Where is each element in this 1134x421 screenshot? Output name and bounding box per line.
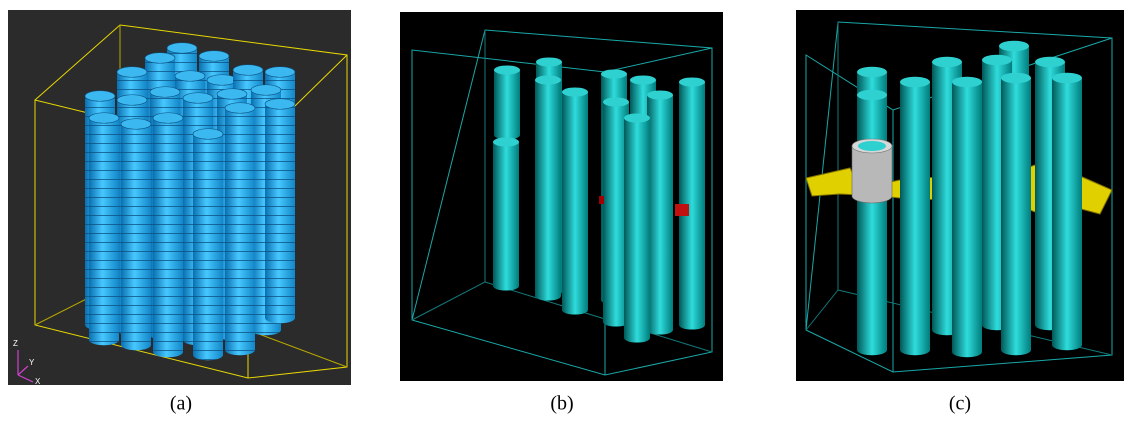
ring-hole (858, 141, 886, 151)
cylinder (494, 70, 520, 140)
figure: Z Y X (a) (b) (c) (0, 0, 1134, 421)
cylinder-top (251, 85, 281, 96)
axis-label: X (35, 377, 41, 386)
gray-ring (852, 146, 892, 203)
cylinder (535, 80, 561, 301)
cylinder-top (493, 137, 519, 146)
cylinder-top (601, 69, 627, 78)
cylinder-top (1035, 57, 1065, 68)
cylinder (952, 82, 982, 357)
cylinder-mesh (193, 134, 223, 360)
cylinder-top (265, 67, 295, 78)
cylinder-top (117, 95, 147, 106)
cylinder-top (603, 97, 629, 106)
caption: (a) (170, 393, 192, 415)
cylinder-mesh (225, 108, 255, 355)
cylinder-top (167, 43, 197, 54)
cylinder-top (857, 90, 887, 101)
cylinder (493, 142, 519, 291)
cylinder-top (233, 65, 263, 76)
cylinder-top (175, 71, 205, 82)
cylinder (624, 118, 650, 343)
cylinder-top (225, 103, 255, 114)
cylinder-mesh (121, 124, 151, 350)
cylinder (857, 95, 887, 355)
axis-label: Z (13, 339, 18, 348)
cylinder-top (900, 77, 930, 88)
cylinder-top (117, 67, 147, 78)
cylinder-top (183, 93, 213, 104)
cylinder-top (562, 87, 588, 96)
cylinder-top (1052, 73, 1082, 84)
cylinder-top (193, 129, 223, 140)
cylinder-top (207, 75, 237, 86)
cylinder (1001, 78, 1031, 355)
cylinder-top (982, 55, 1012, 66)
caption: (b) (550, 393, 573, 415)
cylinder-top (536, 57, 562, 66)
cylinder (1052, 78, 1082, 350)
cylinder-top (857, 67, 887, 78)
cylinder-top (85, 91, 115, 102)
cylinder (900, 82, 930, 355)
cylinder-top (89, 113, 119, 124)
cylinder-top (679, 77, 705, 86)
cylinder-top (999, 41, 1029, 52)
cylinder-mesh (265, 104, 295, 323)
cylinder-top (932, 57, 962, 68)
cylinder-top (145, 53, 175, 64)
red-blob (599, 196, 604, 204)
cylinder-top (630, 75, 656, 84)
cylinder-top (199, 51, 229, 62)
cylinder-mesh (153, 118, 183, 357)
cylinder-top (952, 77, 982, 88)
cylinder-mesh (89, 118, 119, 345)
cylinder (562, 92, 588, 315)
cylinder-top (217, 89, 247, 100)
cylinder-top (624, 113, 650, 122)
cylinder-top (150, 87, 180, 98)
cylinder-top (265, 99, 295, 110)
caption: (c) (949, 393, 971, 415)
page: Z Y X (a) (b) (c) (() => { const data = … (0, 0, 1134, 421)
cylinder-top (647, 90, 673, 99)
cylinder-top (535, 75, 561, 84)
axis-label: Y (29, 358, 35, 367)
cylinder-top (494, 65, 520, 74)
cylinder (647, 95, 673, 335)
cylinder-top (1001, 73, 1031, 84)
red-blob (675, 204, 689, 216)
cylinder-top (121, 119, 151, 130)
cylinder-top (153, 113, 183, 124)
